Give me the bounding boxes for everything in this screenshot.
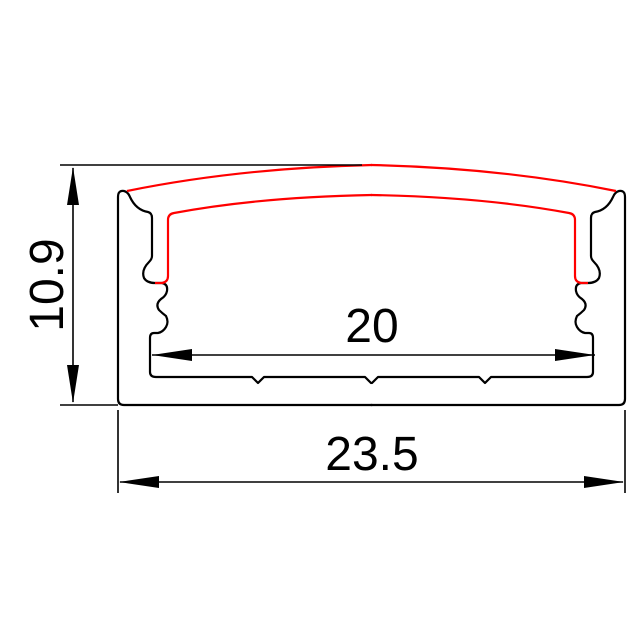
arrow-down-icon bbox=[67, 365, 79, 403]
profile-outline bbox=[116, 189, 627, 407]
outer-width-label: 23.5 bbox=[325, 428, 418, 481]
height-label: 10.9 bbox=[21, 238, 74, 331]
inner-width-dimension: 20 bbox=[152, 300, 595, 361]
height-dimension: 10.9 bbox=[21, 164, 362, 406]
arrow-left-icon bbox=[152, 349, 192, 361]
arrow-right-icon bbox=[584, 476, 624, 488]
diffuser-cover bbox=[125, 163, 618, 285]
arrow-right-icon bbox=[555, 349, 595, 361]
arrow-up-icon bbox=[67, 167, 79, 205]
arrow-left-icon bbox=[119, 476, 159, 488]
inner-width-label: 20 bbox=[345, 300, 398, 353]
outer-width-dimension: 23.5 bbox=[117, 410, 626, 493]
